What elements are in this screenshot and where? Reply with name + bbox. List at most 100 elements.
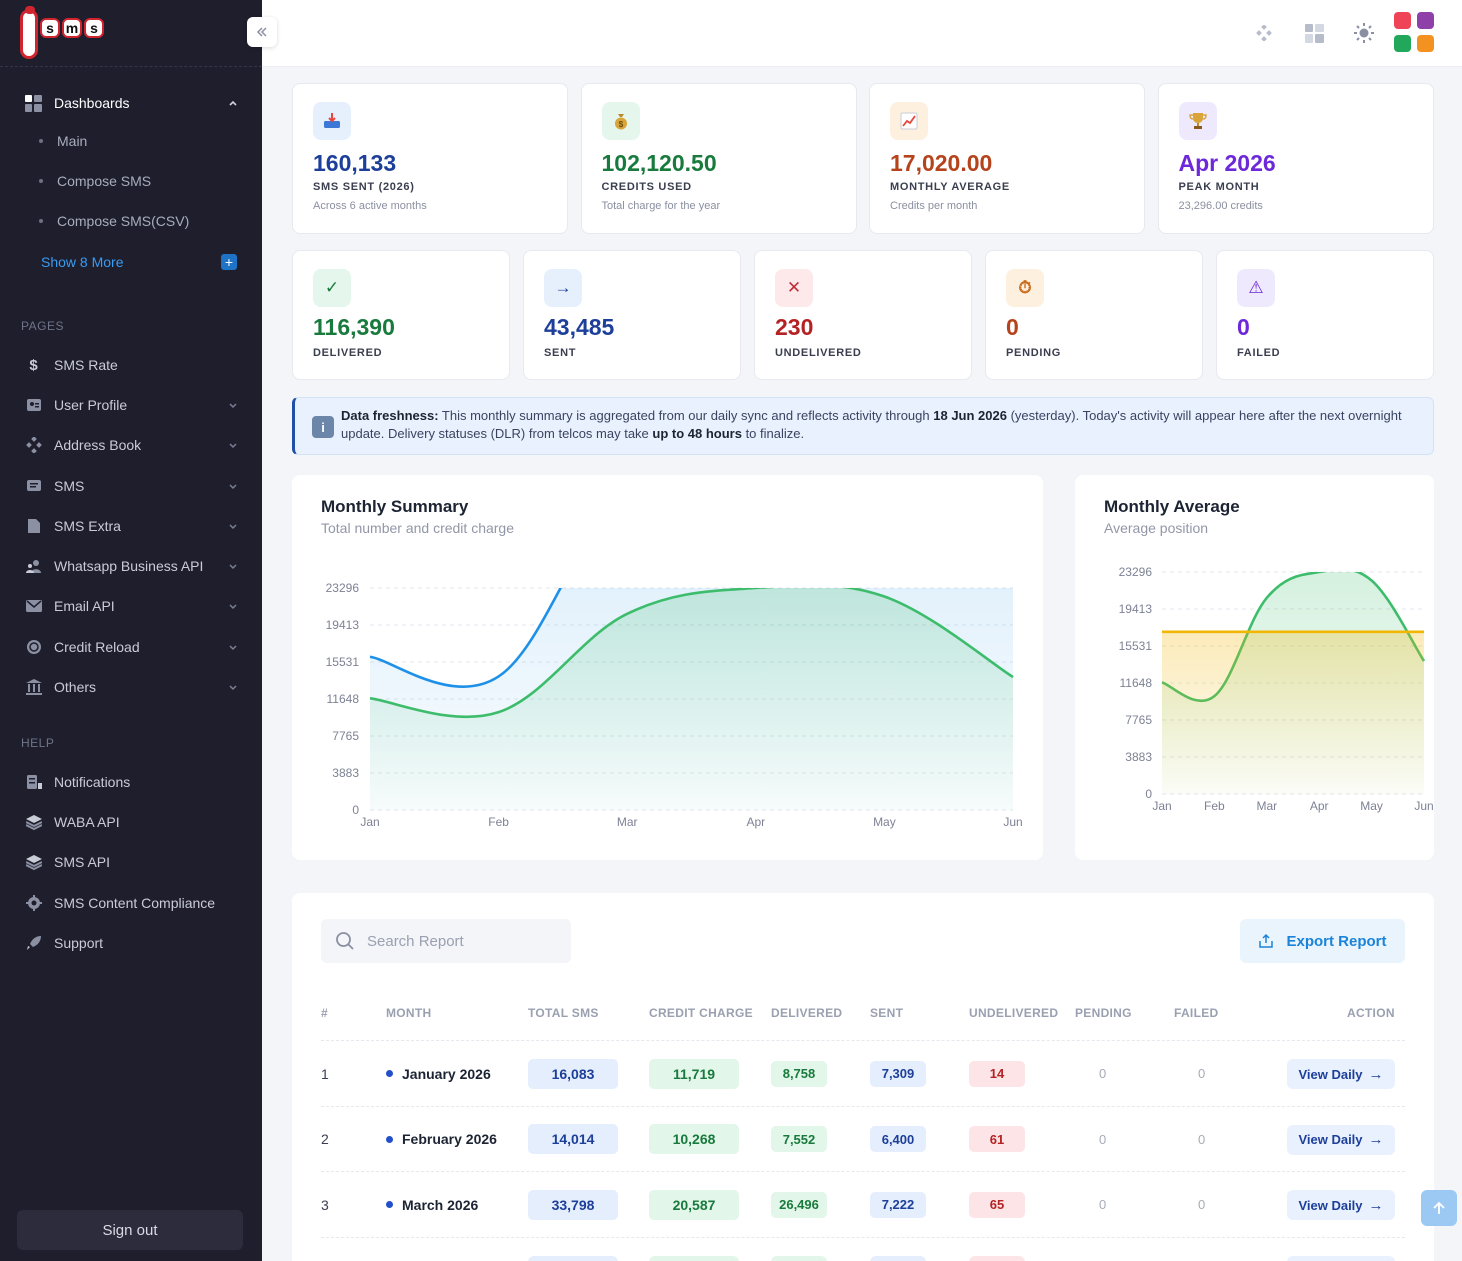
sub-item-main[interactable]: Main [0,126,262,156]
search-input[interactable] [367,930,557,952]
nav-whatsapp-business-api[interactable]: Whatsapp Business API [0,549,262,583]
row-number-cell: 3 [321,1196,329,1213]
sun-icon[interactable] [1353,22,1375,44]
nav-label: SMS [54,478,85,494]
dollar-icon: $ [29,356,38,374]
sign-out-button[interactable]: Sign out [17,1210,243,1250]
nav-sms-content-compliance[interactable]: SMS Content Compliance [0,886,262,920]
table-row[interactable]: 2 February 2026 14,014 10,268 7,552 6,400 61 0 0… [321,1105,1405,1171]
bullet-icon [386,1070,393,1077]
message-icon [25,478,42,495]
kpi-label: CREDITS USED [601,181,692,193]
nav-address-book[interactable]: Address Book [0,428,262,462]
nav-waba-api[interactable]: WABA API [0,805,262,839]
x-tick-label: Mar [617,815,638,829]
column-header[interactable]: # [321,1006,328,1020]
chart-subtitle: Average position [1104,520,1209,536]
status-value: 43,485 [544,314,615,340]
column-header[interactable]: UNDELIVERED [969,1006,1059,1020]
layout-grid-icon[interactable] [1303,22,1325,44]
sub-item-label: Compose SMS(CSV) [57,213,190,229]
total-cell: 16,083 [528,1041,618,1106]
column-header[interactable]: MONTH [386,1006,432,1020]
nav-notifications[interactable]: Notifications [0,765,262,799]
show-more-link[interactable]: Show 8 More [41,254,124,270]
bullet-icon [386,1135,393,1143]
nav-sms-extra[interactable]: SMS Extra [0,509,262,543]
nav-credit-reload[interactable]: Credit Reload [0,630,262,664]
view-daily-button[interactable]: View Daily → [1287,1124,1395,1155]
sub-item-compose-sms[interactable]: Compose SMS [0,166,262,196]
pending-cell: 0 [1099,1131,1107,1147]
row-badge-placeholder [649,1255,739,1261]
credit-cell: 11,719 [649,1041,739,1106]
notice-text-part: (yesterday). Today's activity will appea… [341,408,1402,441]
sent-badge: 7,309 [870,1060,926,1087]
y-tick-label: 23296 [326,581,360,595]
total-badge: 14,014 [528,1124,618,1154]
logo-letter: m [62,18,82,38]
nav-email-api[interactable]: Email API [0,589,262,623]
view-daily-label: View Daily [1298,1197,1363,1213]
series-line [369,588,1014,719]
arrow-up-icon [1433,1201,1445,1214]
search-box[interactable] [321,919,571,963]
export-report-button[interactable]: Export Report [1240,919,1405,963]
sent-badge: 7,222 [870,1191,926,1218]
bullet-icon [386,1201,393,1208]
table-row[interactable]: 3 March 2026 33,798 20,587 26,496 7,222 65 0 0 Vi… [321,1171,1405,1236]
isms-logo[interactable]: s m s [20,6,106,62]
section-label-pages: PAGES [21,319,64,333]
nav-sms[interactable]: SMS [0,469,262,503]
logo-i-mark [20,6,38,59]
x-tick-label: Jan [360,815,379,829]
status-value: 0 [1237,314,1250,340]
sub-item-compose-sms-csv[interactable]: Compose SMS(CSV) [0,206,262,236]
pending-cell: 0 [1099,1197,1107,1212]
diamond-nodes-icon[interactable] [1253,22,1275,44]
column-header[interactable]: PENDING [1075,1006,1132,1020]
kpi-value: 102,120.50 [601,150,717,176]
x-tick-label: May [1360,799,1383,813]
app-switcher-icon[interactable] [1394,12,1434,52]
chevron-down-icon [227,681,239,693]
check-icon: ✓ [313,269,351,307]
column-header[interactable]: CREDIT CHARGE [649,1006,753,1020]
table-row[interactable] [321,1236,1405,1261]
month-label: January 2026 [402,1065,491,1082]
x-tick-label: Apr [1310,799,1329,813]
y-tick-label: 11648 [327,692,360,706]
arrow-right-icon: → [544,269,582,307]
column-header[interactable]: SENT [870,1006,904,1020]
notice-text: Data freshness: This monthly summary is … [341,407,1411,443]
notification-list-icon [25,774,42,791]
nav-user-profile[interactable]: User Profile [0,388,262,422]
status-card: → 43,485 SENT [523,250,741,380]
nav-sms-rate[interactable]: $ SMS Rate [0,348,262,382]
collapse-sidebar-button[interactable] [247,17,277,47]
sent-badge: 6,400 [870,1126,926,1152]
nav-support[interactable]: Support [0,926,262,960]
report-table-card: Export Report # MONTH TOTAL SMS CREDIT CHAR… [292,893,1434,1261]
column-header[interactable]: FAILED [1174,1006,1219,1020]
plus-icon[interactable]: + [221,254,237,270]
column-header[interactable]: DELIVERED [771,1006,843,1020]
credit-badge: 11,719 [649,1058,739,1089]
nav-sms-api[interactable]: SMS API [0,845,262,879]
nav-others[interactable]: Others [0,670,262,704]
layers-icon [25,854,42,871]
scroll-to-top-button[interactable] [1421,1190,1457,1226]
bullet-icon [39,179,43,183]
view-daily-button[interactable]: View Daily → [1287,1190,1395,1220]
inbox-tray-icon [313,102,351,140]
column-header[interactable]: TOTAL SMS [528,1006,599,1020]
table-row[interactable]: 1 January 2026 16,083 11,719 8,758 7,309 14 0 0 V… [321,1040,1405,1105]
x-tick-label: Jun [1414,799,1433,813]
view-daily-button[interactable]: View Daily → [1287,1059,1395,1089]
chart-up-icon [890,102,928,140]
app-tile [1394,35,1411,52]
column-header[interactable]: ACTION [1347,1006,1395,1020]
status-card: ✕ 230 UNDELIVERED [754,250,972,380]
nav-dashboards[interactable]: Dashboards [0,86,262,120]
chevron-down-icon [227,520,239,532]
